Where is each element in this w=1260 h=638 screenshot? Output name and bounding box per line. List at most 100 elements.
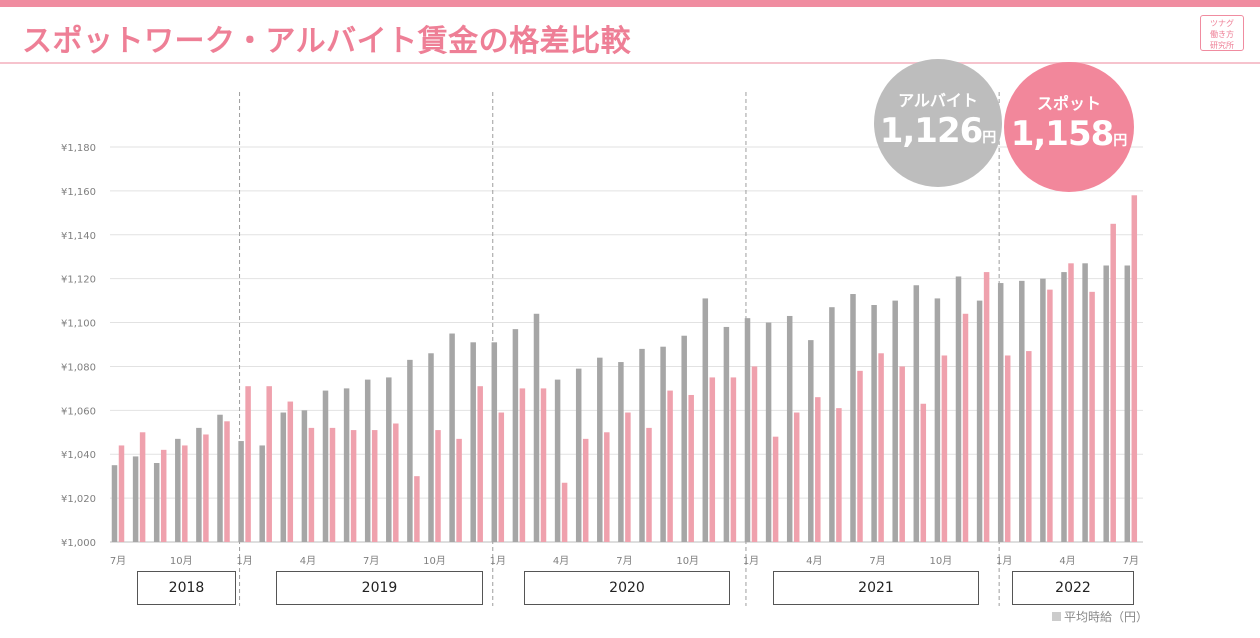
y-tick-label: ¥1,100: [61, 319, 96, 330]
bar-arubaito: [1124, 265, 1131, 542]
bar-spot: [266, 386, 272, 542]
bar-spot: [857, 370, 863, 542]
bar-arubaito: [997, 283, 1004, 542]
y-tick-label: ¥1,180: [61, 143, 96, 154]
bar-spot: [646, 427, 652, 542]
spot-average-badge: スポット 1,158円: [1004, 62, 1134, 192]
bar-arubaito: [196, 427, 202, 542]
bar-spot: [1047, 289, 1053, 542]
bar-arubaito: [175, 438, 181, 542]
badge-unit: 円: [982, 130, 997, 146]
y-tick-label: ¥1,120: [61, 275, 96, 286]
bar-spot: [519, 388, 526, 542]
bar-arubaito: [1019, 280, 1025, 542]
bar-arubaito: [1040, 278, 1046, 542]
bar-spot: [772, 436, 779, 542]
x-tick-label: 10月: [170, 555, 193, 567]
bar-spot: [688, 394, 694, 542]
x-tick-label: 4月: [553, 555, 569, 567]
x-tick-label: 10月: [676, 555, 699, 567]
bar-spot: [287, 401, 294, 542]
legend-swatch: [1052, 612, 1061, 621]
bar-arubaito: [111, 465, 118, 542]
legend-label: 平均時給（円）: [1064, 610, 1149, 624]
bar-arubaito: [1082, 263, 1088, 542]
bar-spot: [329, 427, 336, 542]
bar-spot: [1068, 263, 1074, 542]
x-tick-label: 7月: [363, 555, 379, 567]
x-tick-label: 7月: [110, 555, 126, 567]
bar-spot: [878, 353, 884, 542]
badge-value: 1,158: [1010, 114, 1115, 154]
y-tick-label: ¥1,020: [61, 494, 96, 505]
bar-arubaito: [597, 357, 603, 542]
bar-arubaito: [301, 410, 308, 542]
bar-spot: [793, 412, 800, 542]
bar-arubaito: [871, 305, 877, 542]
bar-spot: [962, 313, 969, 542]
bar-arubaito: [955, 276, 962, 542]
bar-arubaito: [660, 346, 666, 542]
bar-arubaito: [132, 456, 139, 542]
badge-label: スポット: [1036, 94, 1101, 113]
y-tick-label: ¥1,080: [61, 362, 96, 373]
brand-logo: ツナグ 働き方 研究所: [1200, 15, 1244, 51]
bar-spot: [983, 272, 990, 542]
y-tick-label: ¥1,000: [61, 538, 96, 549]
bar-arubaito: [702, 298, 709, 542]
bar-arubaito: [259, 445, 265, 542]
bar-arubaito: [470, 342, 476, 542]
bar-arubaito: [1103, 265, 1109, 542]
bar-spot: [582, 438, 589, 542]
bar-arubaito: [681, 335, 687, 542]
bar-arubaito: [618, 362, 624, 542]
page-title: スポットワーク・アルバイト賃金の格差比較: [22, 24, 632, 59]
badge-value: 1,126: [879, 111, 984, 151]
bar-spot: [730, 377, 737, 542]
bar-arubaito: [786, 315, 793, 542]
bar-arubaito: [639, 348, 645, 542]
bar-arubaito: [765, 322, 772, 542]
title-divider: [0, 62, 1260, 64]
bar-spot: [625, 412, 631, 542]
x-tick-label: 1月: [490, 555, 506, 567]
bar-arubaito: [512, 329, 519, 542]
bar-spot: [182, 445, 188, 542]
bar-spot: [224, 421, 230, 542]
bar-spot: [941, 355, 948, 542]
bar-arubaito: [976, 300, 983, 542]
bar-arubaito: [428, 353, 434, 542]
bar-spot: [435, 430, 441, 542]
bar-arubaito: [280, 412, 287, 542]
bar-arubaito: [449, 333, 455, 542]
x-tick-label: 7月: [1123, 555, 1139, 567]
logo-line: ツナグ: [1210, 19, 1234, 28]
bar-arubaito: [913, 285, 920, 542]
bar-arubaito: [386, 377, 392, 542]
bar-arubaito: [238, 441, 244, 542]
logo-line: 研究所: [1210, 41, 1234, 50]
bar-arubaito: [575, 368, 582, 542]
bar-arubaito: [892, 300, 898, 542]
logo-line: 働き方: [1210, 30, 1234, 39]
bar-arubaito: [850, 294, 856, 542]
bar-spot: [139, 432, 146, 542]
x-tick-label: 7月: [869, 555, 885, 567]
badge-label: アルバイト: [898, 91, 978, 110]
badge-unit: 円: [1113, 133, 1128, 149]
year-label-2022: 2022: [1012, 571, 1134, 605]
bar-spot: [308, 427, 315, 542]
bar-spot: [477, 386, 483, 542]
bar-arubaito: [153, 463, 160, 542]
x-tick-label: 1月: [996, 555, 1012, 567]
bar-arubaito: [829, 307, 835, 542]
bar-arubaito: [554, 379, 561, 542]
x-tick-label: 1月: [236, 555, 252, 567]
bar-spot: [245, 386, 251, 542]
bar-spot: [118, 445, 125, 542]
bar-arubaito: [934, 298, 941, 542]
x-tick-label: 10月: [930, 555, 953, 567]
bar-arubaito: [407, 359, 413, 542]
bar-spot: [815, 397, 821, 542]
